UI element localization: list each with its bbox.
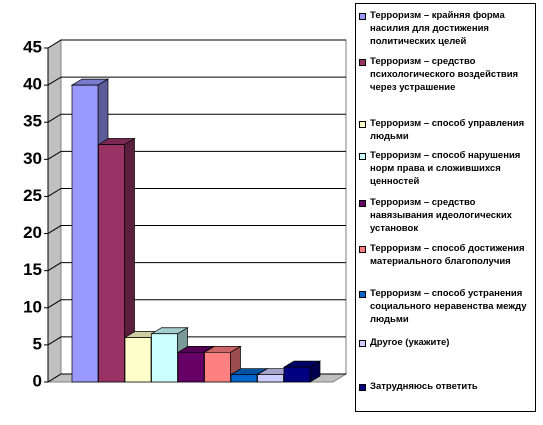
legend-item: Терроризм – средство навязывания идеолог… (359, 196, 531, 235)
y-tick-label: 0 (33, 371, 42, 390)
bar-front (71, 84, 99, 383)
legend-label: Терроризм – крайняя форма насилия для до… (370, 10, 505, 47)
bar-front (177, 351, 205, 383)
legend-swatch (359, 13, 366, 20)
legend-item: Терроризм – способ управления людьми (359, 117, 531, 143)
bar-front (283, 366, 311, 383)
legend-swatch (359, 291, 366, 298)
legend-swatch (359, 384, 366, 391)
grid-line (47, 76, 346, 86)
y-tick-label: 10 (23, 297, 42, 316)
y-tick-label: 45 (23, 37, 42, 56)
legend-swatch (359, 340, 366, 347)
legend-swatch (359, 59, 366, 66)
y-tick-label: 40 (23, 75, 42, 94)
legend-swatch (359, 121, 366, 128)
y-tick-label: 15 (23, 260, 42, 279)
legend-label: Терроризм – средство навязывания идеолог… (370, 197, 512, 234)
grid-line (47, 39, 346, 49)
grid-line (47, 262, 346, 272)
legend: Терроризм – крайняя форма насилия для до… (355, 3, 536, 412)
y-tick-label: 20 (23, 223, 42, 242)
bar-front (124, 337, 152, 383)
grid-line (47, 187, 346, 197)
bar-front (257, 374, 284, 383)
legend-item: Терроризм – способ устранения социальног… (359, 287, 531, 326)
grid-line (47, 225, 346, 234)
grid-line (47, 113, 346, 123)
grid-line (47, 299, 346, 309)
side-wall (47, 39, 62, 383)
y-tick-label: 30 (23, 149, 42, 168)
y-tick-label: 25 (23, 186, 42, 205)
legend-label: Терроризм – способ управления людьми (370, 118, 525, 142)
grid-line (47, 336, 346, 346)
bar-front (98, 144, 125, 383)
legend-label: Терроризм – способ нарушения норм права … (370, 150, 521, 187)
legend-label: Терроризм – способ устранения социальног… (370, 288, 527, 325)
bar-front (151, 333, 178, 383)
legend-swatch (359, 200, 366, 207)
legend-swatch (359, 153, 366, 160)
legend-label: Затрудняюсь ответить (370, 381, 478, 392)
legend-label: Терроризм – способ достижения материальн… (370, 243, 525, 267)
legend-label: Другое (укажите) (370, 337, 450, 348)
bar-front (230, 374, 258, 383)
bar (282, 360, 322, 383)
y-tick-label: 5 (33, 334, 42, 353)
legend-item: Терроризм – крайняя форма насилия для до… (359, 9, 531, 48)
legend-swatch (359, 246, 366, 253)
legend-item: Затрудняюсь ответить (359, 380, 531, 393)
legend-item: Терроризм – способ нарушения норм права … (359, 149, 531, 188)
legend-item: Терроризм – средство психологического во… (359, 55, 531, 94)
grid-line (47, 150, 346, 160)
legend-item: Другое (укажите) (359, 336, 531, 349)
bar-front (204, 351, 231, 383)
legend-label: Терроризм – средство психологического во… (370, 56, 519, 93)
bar (97, 137, 136, 383)
legend-item: Терроризм – способ достижения материальн… (359, 242, 531, 268)
y-tick-label: 35 (23, 112, 42, 131)
